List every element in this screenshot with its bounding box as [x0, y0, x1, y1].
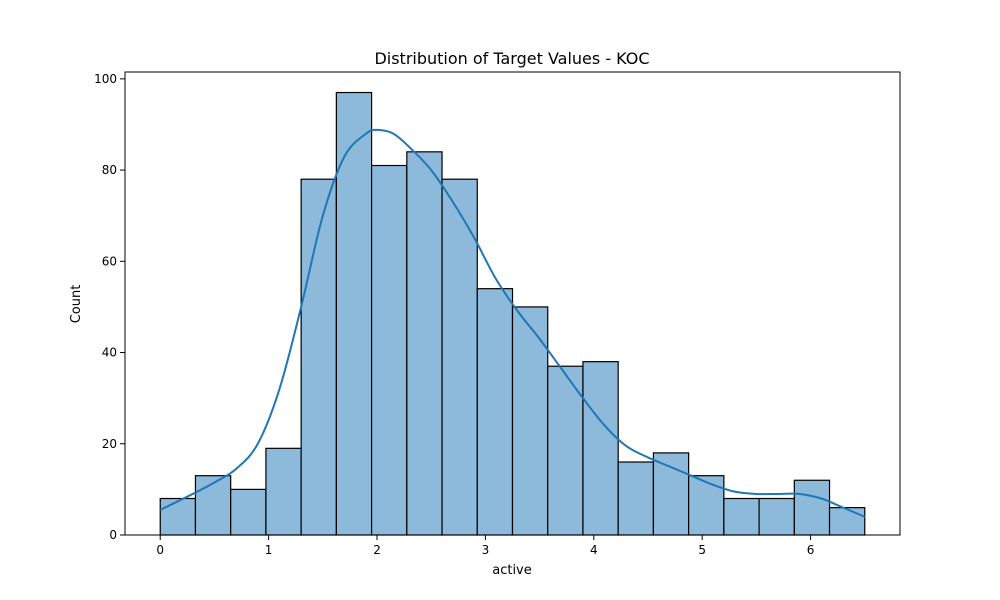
y-tick-label: 40 — [102, 346, 117, 360]
x-axis-ticks: 0 1 2 3 4 5 6 — [156, 535, 814, 557]
x-tick-label: 4 — [590, 543, 598, 557]
plot-frame — [124, 71, 901, 536]
chart-title: Distribution of Target Values - KOC — [374, 49, 649, 68]
histogram-bar — [335, 91, 373, 536]
x-tick-label: 0 — [156, 543, 164, 557]
histogram-bar — [441, 178, 478, 536]
y-tick-label: 80 — [102, 163, 117, 177]
x-tick-label: 6 — [807, 543, 815, 557]
x-tick-label: 5 — [698, 543, 706, 557]
histogram-bar — [265, 447, 302, 536]
histogram-bar — [230, 488, 267, 536]
y-axis-ticks: 0 20 40 60 80 100 — [94, 72, 125, 542]
histogram-bar — [793, 479, 831, 536]
kde-layer — [159, 128, 866, 518]
histogram-bar — [582, 361, 619, 536]
x-tick-label: 2 — [373, 543, 381, 557]
histogram-bar — [511, 306, 549, 536]
histogram-bar — [370, 164, 408, 536]
histogram-bar — [406, 151, 443, 536]
x-axis-label: active — [492, 563, 532, 578]
y-tick-label: 100 — [94, 72, 117, 86]
histogram-bar — [159, 497, 197, 536]
histogram-bar — [758, 497, 795, 536]
y-tick-label: 60 — [102, 254, 117, 268]
histogram-bar — [300, 178, 337, 536]
y-tick-label: 20 — [102, 437, 117, 451]
x-tick-label: 1 — [265, 543, 273, 557]
histogram-bar — [617, 461, 655, 536]
y-tick-label: 0 — [109, 528, 117, 542]
histogram-bar — [828, 507, 866, 536]
x-tick-label: 3 — [482, 543, 490, 557]
histogram-bar — [194, 475, 232, 536]
histogram-bar — [652, 452, 690, 536]
y-axis-label: Count — [69, 285, 84, 324]
histogram-bar — [723, 497, 760, 536]
bars-layer — [159, 91, 866, 536]
histogram-bar — [476, 288, 514, 536]
histogram-bar — [688, 475, 725, 536]
kde-curve — [159, 128, 866, 518]
